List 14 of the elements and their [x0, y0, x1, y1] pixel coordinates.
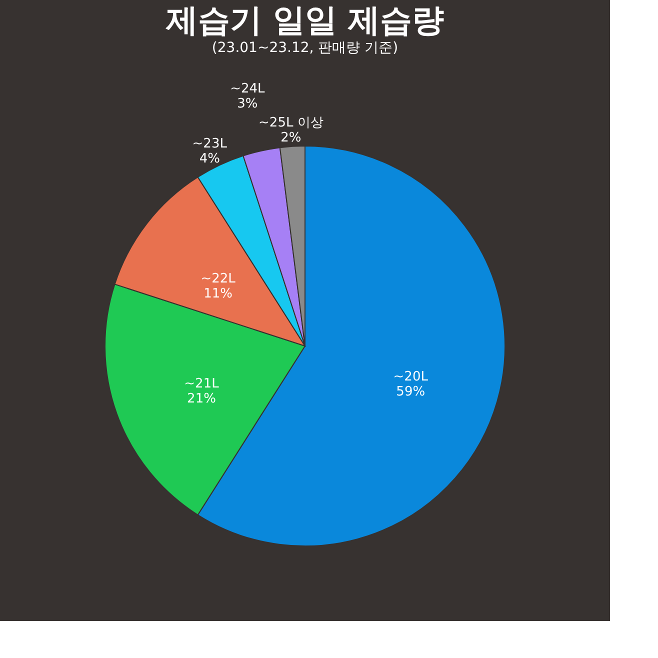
- data-label: 11%: [204, 286, 233, 302]
- chart-subtitle: (23.01~23.12, 판매량 기준): [212, 40, 398, 56]
- data-label: 4%: [199, 151, 220, 166]
- data-label: 59%: [396, 384, 426, 400]
- slice-label: ~20L: [393, 370, 429, 385]
- slice-label: ~22L: [200, 272, 236, 287]
- data-label: 2%: [280, 130, 302, 146]
- slice-label: ~24L: [230, 81, 266, 96]
- slice-label: ~21L: [184, 376, 220, 392]
- data-label: 21%: [187, 391, 216, 406]
- chart-title: 제습기 일일 제습량: [164, 1, 444, 39]
- slice-label: ~23L: [192, 136, 228, 152]
- slice-label: ~25L 이상: [258, 115, 324, 130]
- data-label: 3%: [237, 96, 258, 112]
